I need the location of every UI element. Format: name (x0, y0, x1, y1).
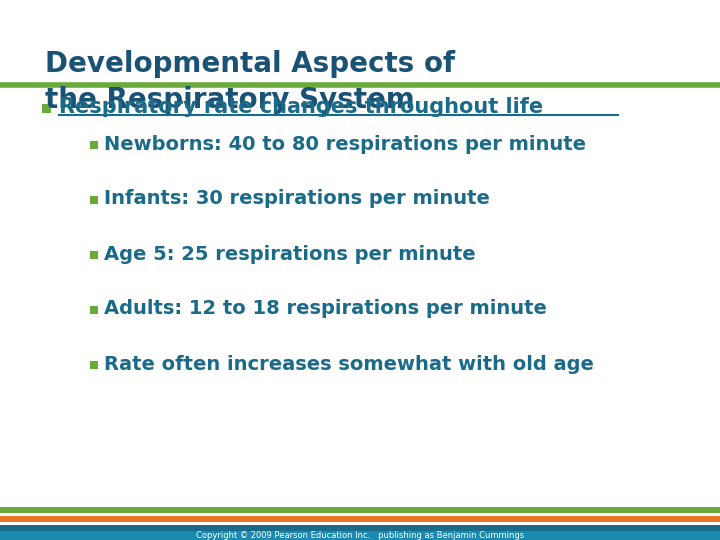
Text: Copyright © 2009 Pearson Education Inc.   publishing as Benjamin Cummings: Copyright © 2009 Pearson Education Inc. … (196, 531, 524, 540)
FancyBboxPatch shape (90, 306, 98, 314)
Text: Adults: 12 to 18 respirations per minute: Adults: 12 to 18 respirations per minute (104, 300, 547, 319)
Text: Rate often increases somewhat with old age: Rate often increases somewhat with old a… (104, 354, 594, 374)
Bar (0, 516, 720, 522)
Bar (0, 525, 720, 531)
Bar (0, 531, 720, 540)
Text: Respiratory rate changes throughout life: Respiratory rate changes throughout life (59, 97, 543, 117)
Text: Newborns: 40 to 80 respirations per minute: Newborns: 40 to 80 respirations per minu… (104, 134, 586, 153)
FancyBboxPatch shape (90, 196, 98, 204)
FancyBboxPatch shape (42, 104, 51, 112)
Text: Developmental Aspects of
the Respiratory System: Developmental Aspects of the Respiratory… (45, 50, 455, 114)
FancyBboxPatch shape (90, 361, 98, 369)
FancyBboxPatch shape (90, 251, 98, 259)
Text: Age 5: 25 respirations per minute: Age 5: 25 respirations per minute (104, 245, 476, 264)
Bar (0, 507, 720, 513)
Text: Infants: 30 respirations per minute: Infants: 30 respirations per minute (104, 190, 490, 208)
FancyBboxPatch shape (90, 141, 98, 149)
